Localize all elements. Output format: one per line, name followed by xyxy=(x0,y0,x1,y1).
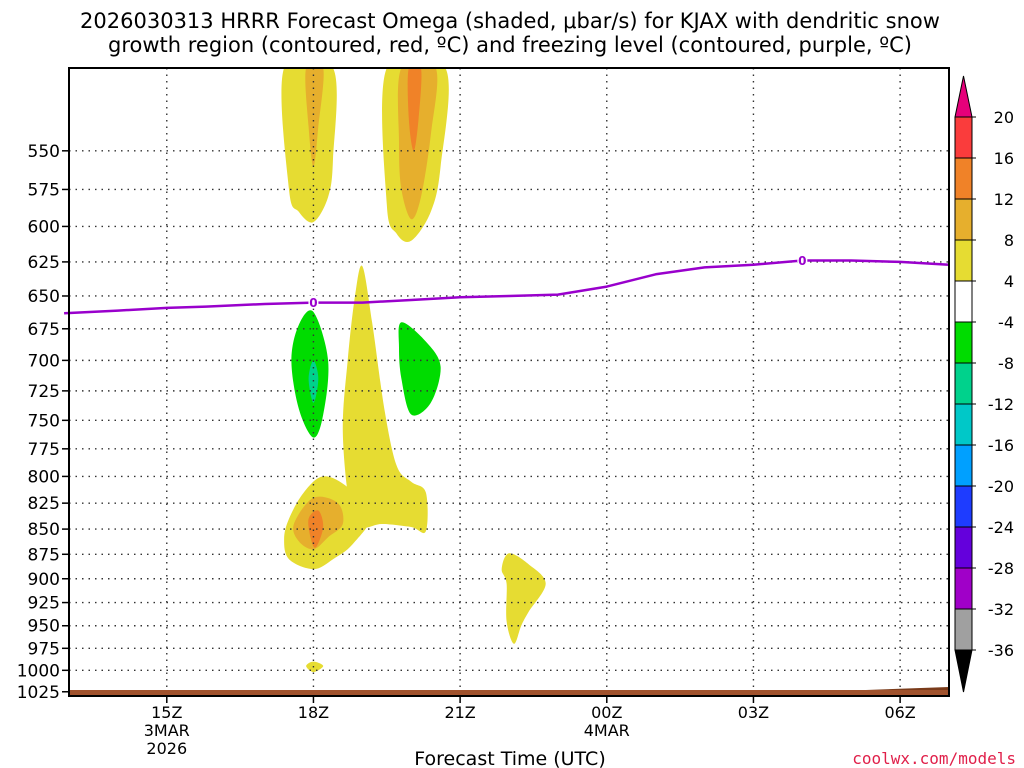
omega-region-13 xyxy=(501,553,546,644)
x-tick-label-18Z: 18Z xyxy=(298,703,329,722)
colorbar-label--32: -32 xyxy=(988,600,1014,619)
colorbar-segment--16-to--12 xyxy=(954,403,973,446)
terrain-rise xyxy=(865,687,949,690)
plot-frame xyxy=(68,67,950,697)
colorbar-segment--24-to--20 xyxy=(954,485,973,528)
y-tick-label-1000: 1000 xyxy=(17,661,60,681)
y-tick-label-700: 700 xyxy=(28,351,60,371)
x-tick-label-00Z: 00Z xyxy=(591,703,622,722)
y-tick-label-1025: 1025 xyxy=(17,683,60,703)
colorbar-label-12: 12 xyxy=(994,190,1014,209)
omega-region-14 xyxy=(306,661,324,673)
y-tick-label-650: 650 xyxy=(28,287,60,307)
colorbar-segment--8-to--4 xyxy=(954,321,973,364)
y-tick-label-975: 975 xyxy=(28,639,60,659)
omega-region-5 xyxy=(407,68,422,151)
colorbar-segment-12-to-16 xyxy=(954,157,973,200)
y-tick-label-850: 850 xyxy=(28,520,60,540)
omega-region-8 xyxy=(398,322,441,416)
y-tick-label-725: 725 xyxy=(28,382,60,402)
credit-text: coolwx.com/models xyxy=(852,749,1016,768)
y-tick-label-625: 625 xyxy=(28,253,60,273)
colorbar-label-16: 16 xyxy=(994,149,1014,168)
x-tick-label-06Z: 06Z xyxy=(884,703,915,722)
x-tick-year-15Z: 2026 xyxy=(146,739,187,758)
colorbar-label-4: 4 xyxy=(1004,272,1014,291)
y-tick-label-875: 875 xyxy=(28,545,60,565)
omega-region-7 xyxy=(308,360,319,403)
omega-region-1 xyxy=(281,68,337,223)
colorbar-segment--32-to--28 xyxy=(954,567,973,610)
freezing-label-bg-2 xyxy=(797,253,808,267)
colorbar: -36 -32 -28 -24 -20 -16 -12 -8 -4 4 8 12 16 20 xyxy=(954,75,1014,693)
y-axis-ticks: 550 575 600 625 650 675 700 725 750 775 800 825 850 8… xyxy=(17,142,69,703)
freezing-level-label-2: 0 xyxy=(798,254,806,268)
y-tick-label-550: 550 xyxy=(28,142,60,162)
omega-region-12 xyxy=(308,510,324,548)
x-tick-date-00Z: 4MAR xyxy=(584,721,630,740)
omega-region-4 xyxy=(397,68,438,220)
terrain-layer xyxy=(69,687,949,696)
freezing-level-label-1: 0 xyxy=(309,296,317,310)
colorbar-segment-8-to-12 xyxy=(954,198,973,241)
y-tick-label-675: 675 xyxy=(28,320,60,340)
colorbar-label-20: 20 xyxy=(994,108,1014,127)
y-tick-label-825: 825 xyxy=(28,494,60,514)
freezing-label-bg-1 xyxy=(308,295,319,309)
colorbar-label--8: -8 xyxy=(998,354,1014,373)
colorbar-label--24: -24 xyxy=(988,518,1014,537)
y-tick-label-800: 800 xyxy=(28,467,60,487)
x-tick-date-15Z: 3MAR xyxy=(144,721,190,740)
colorbar-bottom-arrow xyxy=(954,649,973,693)
colorbar-segment--4-to-4 xyxy=(954,280,973,323)
colorbar-segment-16-to-20 xyxy=(954,116,973,159)
x-tick-label-21Z: 21Z xyxy=(444,703,475,722)
y-tick-label-950: 950 xyxy=(28,617,60,637)
colorbar-label--20: -20 xyxy=(988,477,1014,496)
colorbar-label--36: -36 xyxy=(988,641,1014,660)
x-tick-label-15Z: 15Z xyxy=(151,703,182,722)
colorbar-segment--28-to--24 xyxy=(954,526,973,569)
x-axis-title: Forecast Time (UTC) xyxy=(414,748,605,768)
freezing-level-layer: 00 xyxy=(64,253,950,315)
y-tick-label-775: 775 xyxy=(28,440,60,460)
chart-title-line-2: growth region (contoured, red, ºC) and f… xyxy=(108,33,912,57)
colorbar-top-arrow xyxy=(954,75,973,118)
grid-lines xyxy=(69,68,949,696)
colorbar-segment-4-to-8 xyxy=(954,239,973,282)
y-tick-label-575: 575 xyxy=(28,180,60,200)
colorbar-label--12: -12 xyxy=(988,395,1014,414)
omega-shading-layer xyxy=(281,68,546,673)
colorbar-label--16: -16 xyxy=(988,436,1014,455)
chart-title-line-1: 2026030313 HRRR Forecast Omega (shaded, … xyxy=(80,9,940,33)
y-tick-label-600: 600 xyxy=(28,217,60,237)
y-tick-label-925: 925 xyxy=(28,594,60,614)
omega-region-9 xyxy=(342,265,428,534)
colorbar-label--4: -4 xyxy=(998,313,1014,332)
colorbar-segment--20-to--16 xyxy=(954,444,973,487)
y-tick-label-750: 750 xyxy=(28,411,60,431)
terrain-surface xyxy=(69,690,949,696)
colorbar-segment--36-to--32 xyxy=(954,608,973,651)
colorbar-label-8: 8 xyxy=(1004,231,1014,250)
colorbar-segment--12-to--8 xyxy=(954,362,973,405)
omega-region-2 xyxy=(305,68,324,167)
y-tick-label-900: 900 xyxy=(28,570,60,590)
colorbar-label--28: -28 xyxy=(988,559,1014,578)
x-tick-label-03Z: 03Z xyxy=(738,703,769,722)
